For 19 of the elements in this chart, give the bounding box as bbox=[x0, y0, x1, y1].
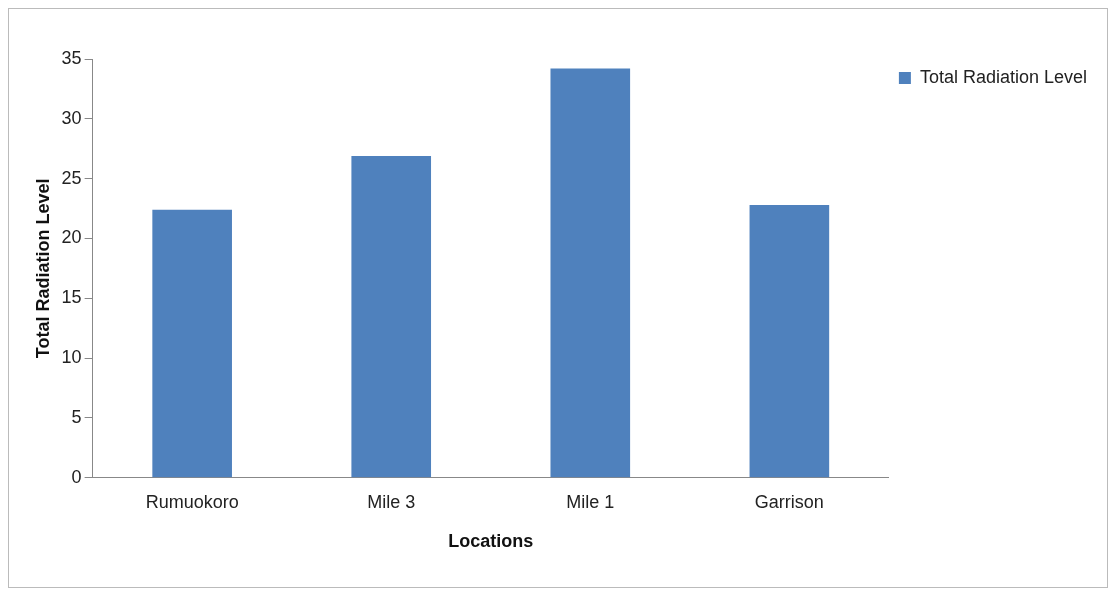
y-axis-title: Total Radiation Level bbox=[32, 178, 53, 359]
bar bbox=[351, 155, 432, 478]
y-tick-label: 35 bbox=[61, 47, 82, 68]
y-tick-label: 0 bbox=[71, 466, 82, 487]
x-tick-label: Mile 3 bbox=[367, 491, 416, 512]
y-tick-label: 15 bbox=[61, 287, 82, 308]
x-tick-label: Rumuokoro bbox=[145, 491, 239, 512]
bar bbox=[550, 68, 631, 478]
y-tick-label: 20 bbox=[61, 227, 82, 248]
y-tick-label: 25 bbox=[61, 167, 82, 188]
x-tick-label: Mile 1 bbox=[566, 491, 615, 512]
y-tick-label: 5 bbox=[71, 406, 82, 427]
y-tick-label: 30 bbox=[61, 107, 82, 128]
x-tick-label: Garrison bbox=[754, 491, 824, 512]
bar bbox=[152, 209, 232, 478]
bar bbox=[749, 204, 830, 478]
y-tick-label: 10 bbox=[61, 347, 82, 368]
x-axis-title: Locations bbox=[448, 531, 534, 552]
legend-label: Total Radiation Level bbox=[919, 66, 1087, 87]
